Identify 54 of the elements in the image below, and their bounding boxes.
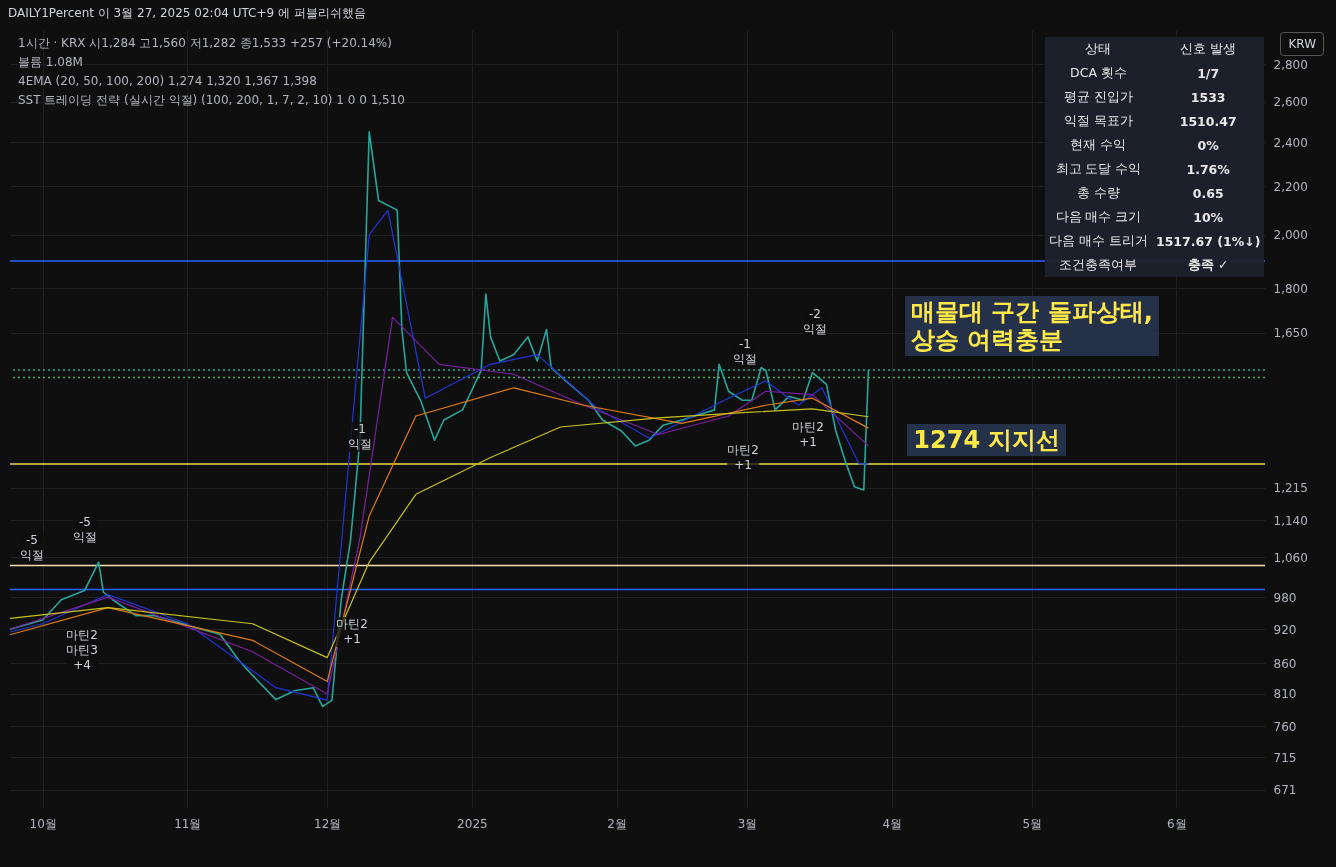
y-tick-label: 2,800	[1273, 57, 1308, 72]
text: 최고 도달 수익 1.76%	[1055, 160, 1230, 177]
annotation: -1 익절	[348, 422, 372, 452]
text: 1시간 · KRX 시1,284 고1,560 저1,282 종1,533 +257 (+20.14%)	[18, 36, 392, 50]
y-tick-label: 1,060	[1273, 550, 1308, 565]
y-tick-label: 2,200	[1273, 179, 1308, 194]
text: 상태 신호 발생	[1085, 40, 1237, 56]
y-tick-label: 980	[1273, 590, 1297, 605]
text: 현재 수익 0%	[1070, 136, 1219, 153]
y-tick-label: 860	[1273, 656, 1297, 671]
x-tick-label: 12월	[314, 816, 342, 831]
text: 익절 목표가 1510.47	[1063, 112, 1237, 129]
y-tick-label: 1,140	[1273, 513, 1308, 528]
text: DCA 횟수 1/7	[1070, 64, 1220, 81]
text: 총 수량 0.65	[1076, 184, 1224, 201]
annotation: 마틴2 +1	[336, 617, 368, 647]
annotation: 마틴2 +1	[727, 443, 759, 473]
text: 조건충족여부 충족 ✓	[1059, 256, 1229, 272]
annotation: -2 익절	[803, 307, 827, 337]
x-tick-label: 5월	[1022, 816, 1043, 831]
annotation: -5 익절	[73, 515, 97, 545]
ref-line-label: 1274 지지선	[907, 423, 1067, 456]
text: 다음 매수 크기 10%	[1055, 208, 1224, 225]
x-tick-label: 2월	[607, 816, 627, 831]
text: 평균 진입가 1533	[1063, 88, 1226, 105]
annotation: 다음 매수 트리거 1517.67 (1%↓)	[1048, 231, 1262, 251]
annotation: 마틴2 +1	[792, 420, 824, 450]
text: 볼륨 1.08M 4EMA (20, 50, 100, 200) 1,274 1,320 1,367 1,398 SST 트레이딩 전략 (실시간 익절) (100, 200, 1, 7, 2, 10) 1 0 0 1,510	[18, 55, 406, 107]
text: DAILY1Percent 이 3월 27, 2025 02:04 UTC+9 에 퍼블리쉬했음	[8, 5, 366, 22]
y-tick-label: 2,600	[1273, 95, 1308, 110]
y-tick-label: 810	[1273, 687, 1297, 702]
x-tick-label: 10월	[29, 816, 57, 831]
line-series	[9, 408, 870, 659]
y-tick-label: 715	[1273, 750, 1297, 765]
line-series	[9, 316, 870, 695]
annotation: 마틴2 마틴3 +4	[66, 627, 98, 673]
y-tick-label: 760	[1273, 719, 1297, 734]
y-tick-label: 1,800	[1273, 281, 1308, 296]
x-tick-label: 3월	[737, 816, 758, 831]
y-tick-label: 1,215	[1273, 481, 1308, 496]
x-tick-label: 2025	[457, 816, 488, 831]
x-tick-label: 11월	[174, 816, 202, 831]
y-axis-title: KRW	[1280, 32, 1324, 56]
x-tick-label: 4월	[882, 816, 903, 831]
x-tick-label: 6월	[1167, 816, 1187, 831]
annotation: -1 익절	[733, 337, 757, 367]
annotation: 매물대 구간 돌파상태, 상승 여력충분	[905, 296, 1159, 356]
line-series	[9, 387, 870, 683]
y-tick-label: 671	[1273, 783, 1297, 797]
y-tick-label: 920	[1273, 622, 1297, 637]
y-tick-label: 2,400	[1273, 135, 1308, 150]
y-tick-label: 1,650	[1273, 326, 1308, 341]
annotation: -5 익절	[20, 533, 44, 563]
y-tick-label: 2,000	[1273, 228, 1308, 243]
